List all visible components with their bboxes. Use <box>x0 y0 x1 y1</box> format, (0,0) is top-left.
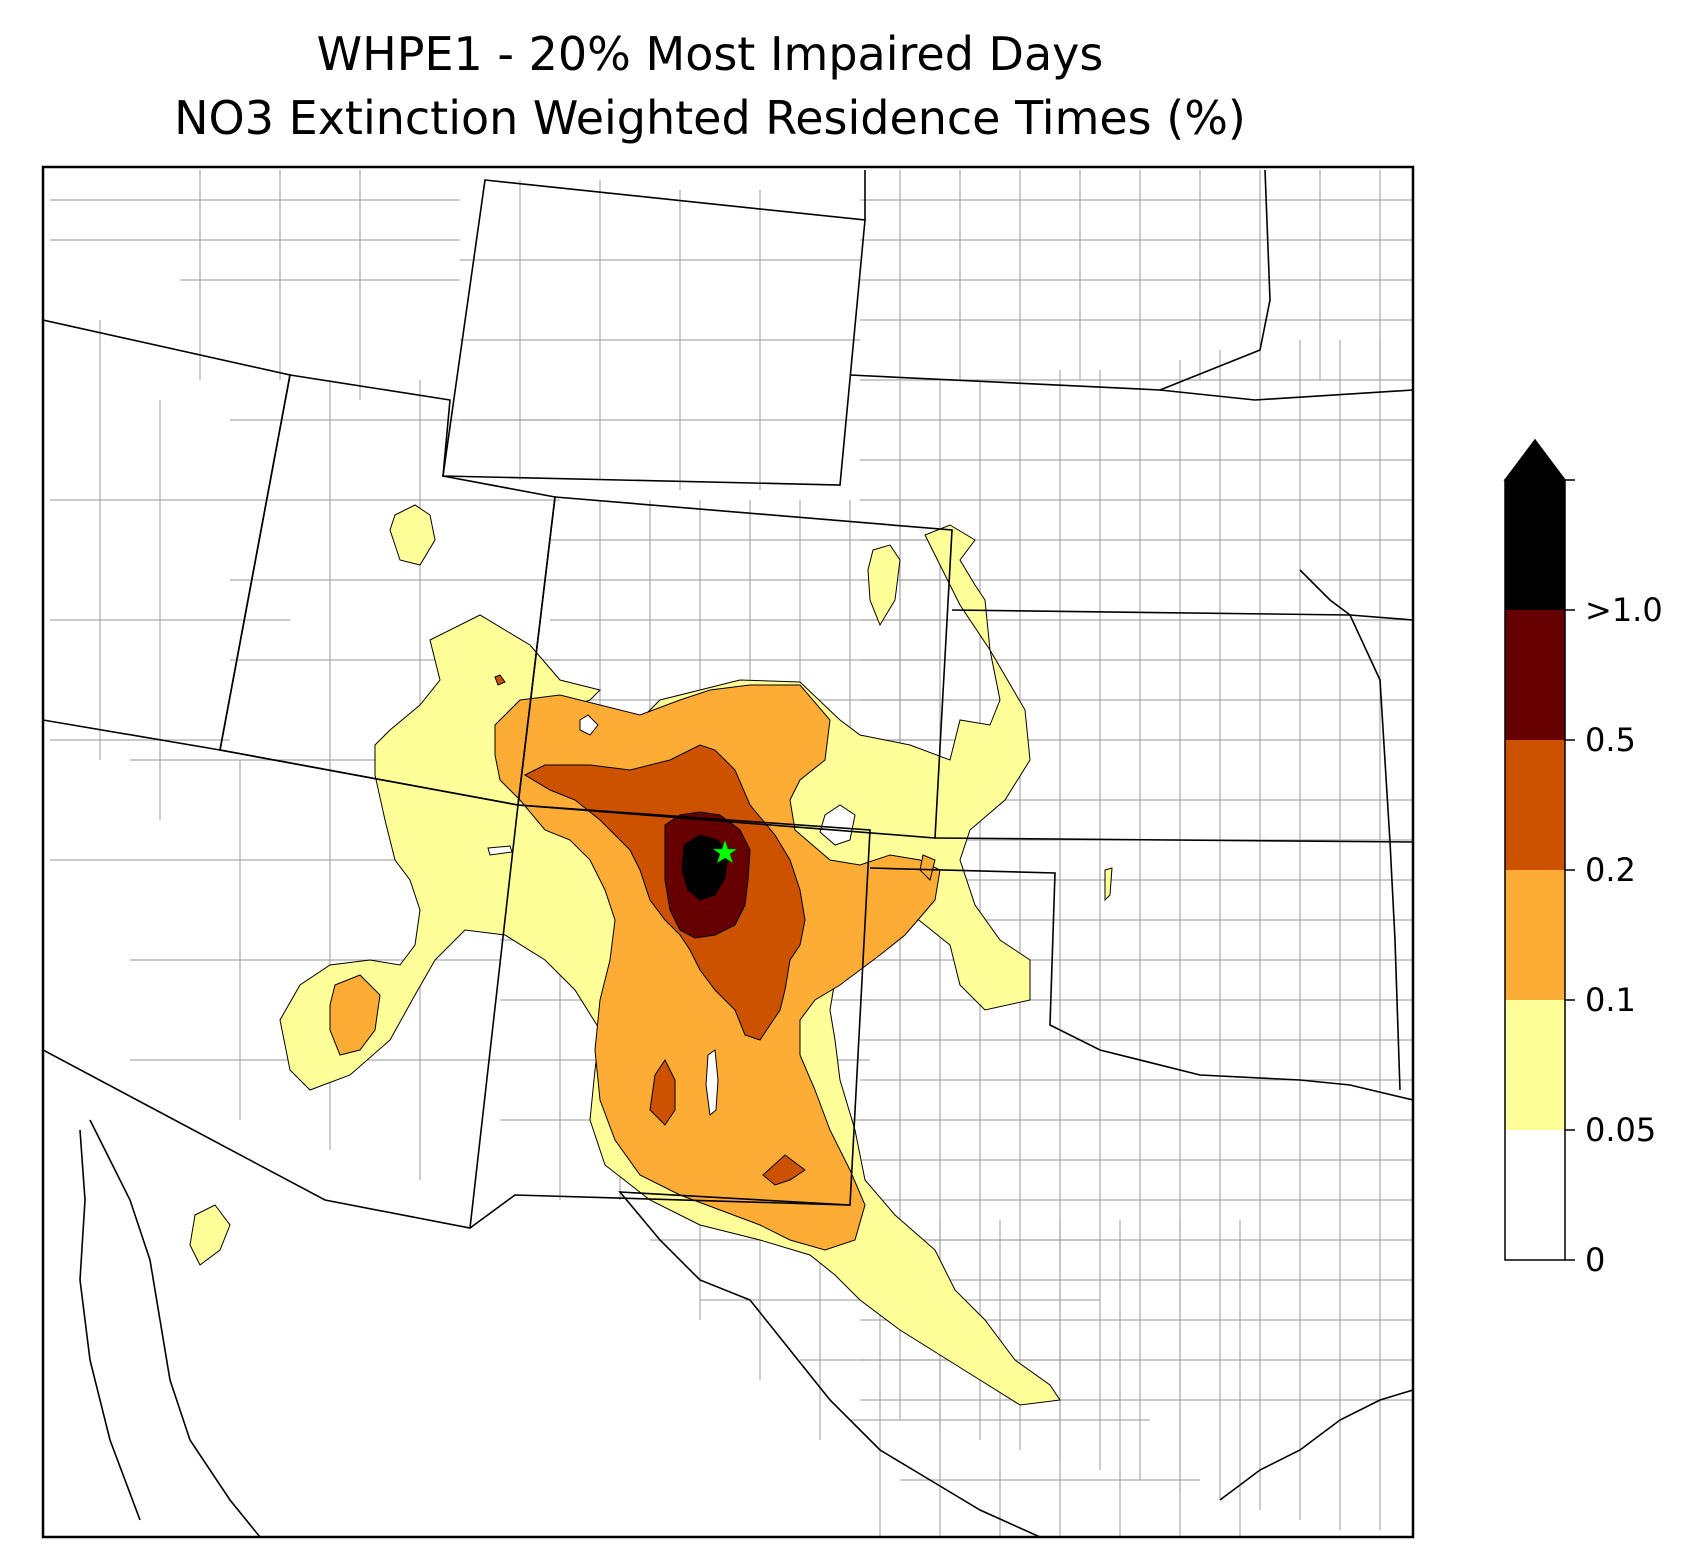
state-borders <box>43 169 1413 1537</box>
colorbar-tick-label: 0.2 <box>1585 851 1636 889</box>
colorbar-extend-arrow <box>1503 438 1567 481</box>
receptor-star-marker <box>712 839 738 864</box>
map-title-line-2: NO3 Extinction Weighted Residence Times … <box>174 91 1246 145</box>
colorbar-segment <box>1505 870 1565 1000</box>
colorbar-tick-label: 0.1 <box>1585 981 1636 1019</box>
colorbar-segment <box>1505 1130 1565 1260</box>
colorbar-tick-label: 0 <box>1585 1241 1605 1279</box>
colorbar-segment <box>1505 610 1565 740</box>
map-content <box>43 169 1413 1537</box>
map-frame-border <box>41 165 1415 1539</box>
contour-0.2-0.5 <box>494 674 806 1186</box>
colorbar-tick-label: >1.0 <box>1585 591 1663 629</box>
map-title-line-1: WHPE1 - 20% Most Impaired Days <box>316 27 1104 81</box>
colorbar-segment <box>1505 740 1565 870</box>
colorbar-tick-label: 0.05 <box>1585 1111 1656 1149</box>
colorbar-segment <box>1505 480 1565 610</box>
colorbar-segment <box>1505 1000 1565 1130</box>
colorbar-tick-label: 0.5 <box>1585 721 1636 759</box>
colorbar: 0 0.05 0.1 0.2 0.5 >1.0 <box>1503 438 1663 1279</box>
